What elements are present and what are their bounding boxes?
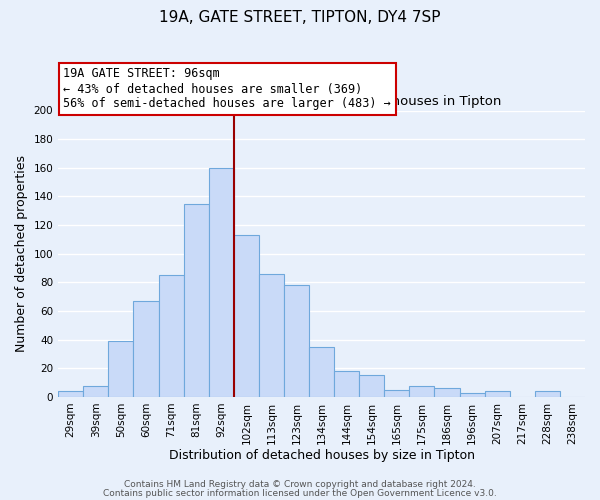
Bar bbox=[485, 391, 510, 397]
Text: Contains HM Land Registry data © Crown copyright and database right 2024.: Contains HM Land Registry data © Crown c… bbox=[124, 480, 476, 489]
Bar bbox=[133, 301, 158, 397]
Bar bbox=[58, 391, 83, 397]
Bar bbox=[385, 390, 409, 397]
X-axis label: Distribution of detached houses by size in Tipton: Distribution of detached houses by size … bbox=[169, 450, 475, 462]
Bar bbox=[234, 235, 259, 397]
Bar bbox=[284, 285, 309, 397]
Bar bbox=[309, 347, 334, 397]
Bar bbox=[359, 376, 385, 397]
Bar bbox=[535, 391, 560, 397]
Bar bbox=[259, 274, 284, 397]
Bar bbox=[83, 386, 109, 397]
Bar bbox=[158, 275, 184, 397]
Y-axis label: Number of detached properties: Number of detached properties bbox=[15, 155, 28, 352]
Text: 19A, GATE STREET, TIPTON, DY4 7SP: 19A, GATE STREET, TIPTON, DY4 7SP bbox=[159, 10, 441, 25]
Bar bbox=[109, 341, 133, 397]
Bar bbox=[409, 386, 434, 397]
Bar bbox=[434, 388, 460, 397]
Text: 19A GATE STREET: 96sqm
← 43% of detached houses are smaller (369)
56% of semi-de: 19A GATE STREET: 96sqm ← 43% of detached… bbox=[64, 68, 391, 110]
Text: Contains public sector information licensed under the Open Government Licence v3: Contains public sector information licen… bbox=[103, 489, 497, 498]
Bar bbox=[334, 371, 359, 397]
Title: Size of property relative to detached houses in Tipton: Size of property relative to detached ho… bbox=[142, 95, 501, 108]
Bar bbox=[184, 204, 209, 397]
Bar bbox=[460, 392, 485, 397]
Bar bbox=[209, 168, 234, 397]
